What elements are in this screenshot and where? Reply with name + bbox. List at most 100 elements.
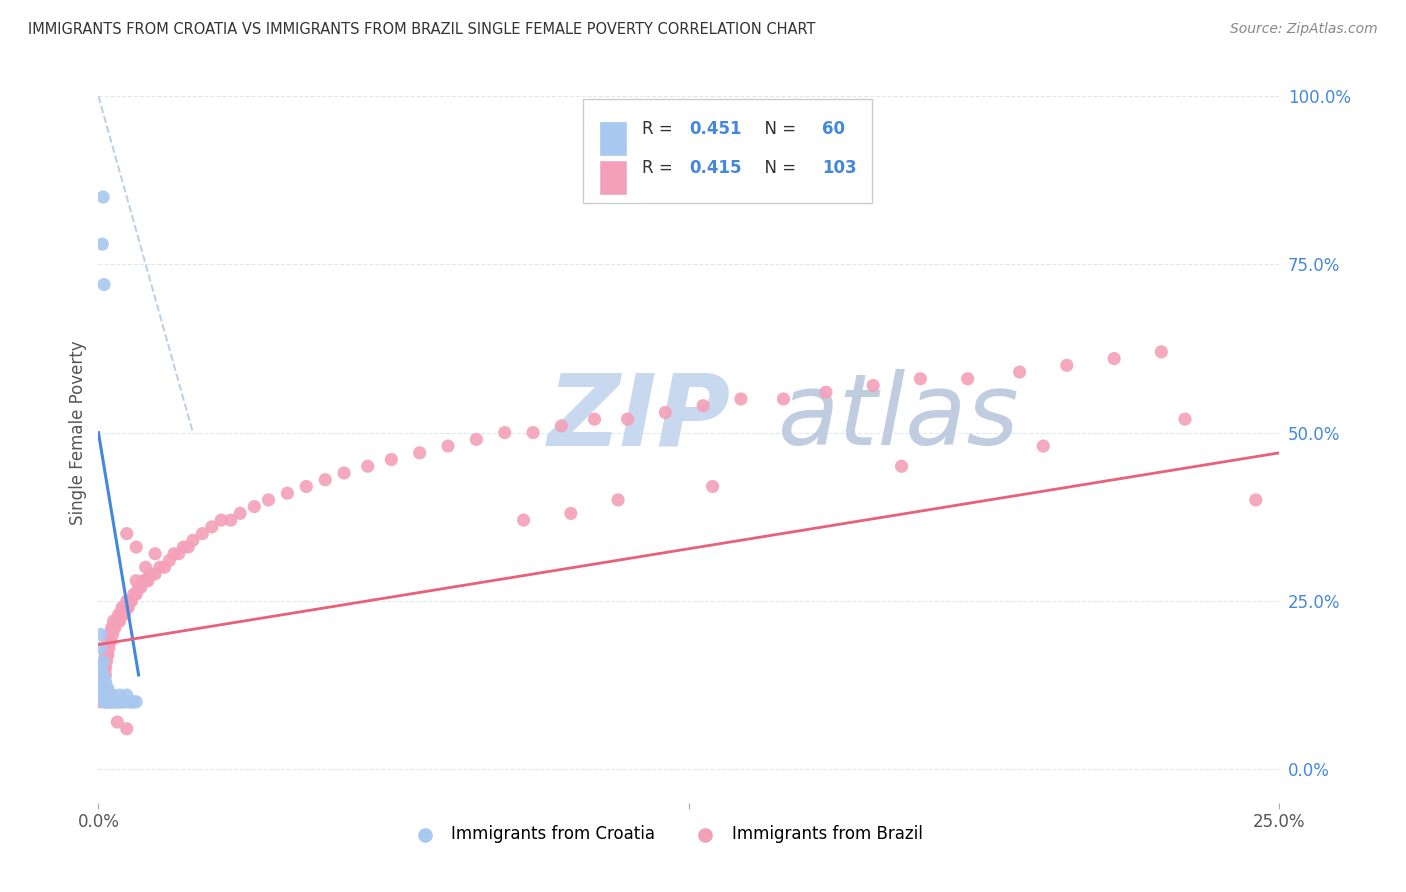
Point <box>522 425 544 440</box>
Text: N =: N = <box>754 160 801 178</box>
Point <box>98 688 121 702</box>
Point <box>100 688 122 702</box>
Point <box>276 486 298 500</box>
Point <box>90 674 112 689</box>
Point <box>121 695 143 709</box>
Y-axis label: Single Female Poverty: Single Female Poverty <box>69 341 87 524</box>
Point <box>97 640 120 655</box>
Text: 0.415: 0.415 <box>689 160 741 178</box>
Legend: Immigrants from Croatia, Immigrants from Brazil: Immigrants from Croatia, Immigrants from… <box>401 819 929 850</box>
Point <box>136 574 159 588</box>
Point <box>112 695 135 709</box>
Point <box>149 560 172 574</box>
Point <box>135 574 157 588</box>
Point <box>111 600 134 615</box>
Point <box>94 695 117 709</box>
Point <box>97 681 120 696</box>
Point <box>139 566 162 581</box>
Point <box>107 695 129 709</box>
Point <box>122 695 145 709</box>
Point <box>98 627 121 641</box>
Point <box>117 600 139 615</box>
Point <box>219 513 242 527</box>
Text: Source: ZipAtlas.com: Source: ZipAtlas.com <box>1230 22 1378 37</box>
Point <box>512 513 534 527</box>
Point <box>125 540 148 554</box>
Point <box>94 661 117 675</box>
Point <box>98 634 121 648</box>
Point <box>96 688 118 702</box>
Point <box>135 560 157 574</box>
Text: 60: 60 <box>823 120 845 138</box>
Point <box>93 688 115 702</box>
Point <box>115 594 138 608</box>
Point <box>103 695 125 709</box>
Point <box>550 418 572 433</box>
Point <box>90 627 112 641</box>
Point <box>125 587 148 601</box>
Point <box>91 668 114 682</box>
Point <box>110 695 132 709</box>
Point <box>96 688 118 702</box>
Point <box>408 446 430 460</box>
Point <box>163 547 186 561</box>
Point <box>96 655 118 669</box>
Point <box>94 648 117 662</box>
Point <box>105 695 128 709</box>
Point <box>607 492 630 507</box>
Point <box>108 614 131 628</box>
Point <box>112 600 135 615</box>
Point <box>172 540 194 554</box>
Point <box>105 695 128 709</box>
Point <box>143 566 166 581</box>
Point <box>209 513 232 527</box>
Point <box>103 614 125 628</box>
Point <box>96 695 118 709</box>
Point <box>114 695 136 709</box>
Point <box>128 581 150 595</box>
Point <box>104 695 127 709</box>
FancyBboxPatch shape <box>600 161 626 194</box>
Point <box>157 553 180 567</box>
Point <box>94 668 117 682</box>
Text: N =: N = <box>754 120 801 138</box>
Point <box>94 688 117 702</box>
Point <box>111 695 134 709</box>
Point <box>97 688 120 702</box>
Point <box>772 392 794 406</box>
Point <box>96 640 118 655</box>
Point <box>1102 351 1125 366</box>
Point <box>98 695 121 709</box>
Point <box>105 614 128 628</box>
Point <box>94 695 117 709</box>
Point <box>90 695 112 709</box>
Point <box>105 714 128 729</box>
Point <box>692 399 714 413</box>
Point <box>956 372 979 386</box>
Point <box>108 688 131 702</box>
Point <box>91 237 114 252</box>
Point <box>105 614 128 628</box>
Point <box>101 627 124 641</box>
Point <box>314 473 336 487</box>
Point <box>125 695 148 709</box>
FancyBboxPatch shape <box>600 121 626 155</box>
Point <box>94 695 117 709</box>
Point <box>616 412 638 426</box>
Point <box>94 688 117 702</box>
Point <box>1174 412 1197 426</box>
Point <box>91 668 114 682</box>
Point <box>111 607 134 622</box>
Point <box>107 607 129 622</box>
Point <box>132 574 155 588</box>
Point <box>153 560 176 574</box>
Point <box>494 425 516 440</box>
FancyBboxPatch shape <box>582 99 872 203</box>
Point <box>93 688 115 702</box>
Point <box>91 681 114 696</box>
Point <box>91 681 114 696</box>
Text: ZIP: ZIP <box>547 369 730 467</box>
Point <box>96 695 118 709</box>
Point <box>97 648 120 662</box>
Point <box>93 695 115 709</box>
